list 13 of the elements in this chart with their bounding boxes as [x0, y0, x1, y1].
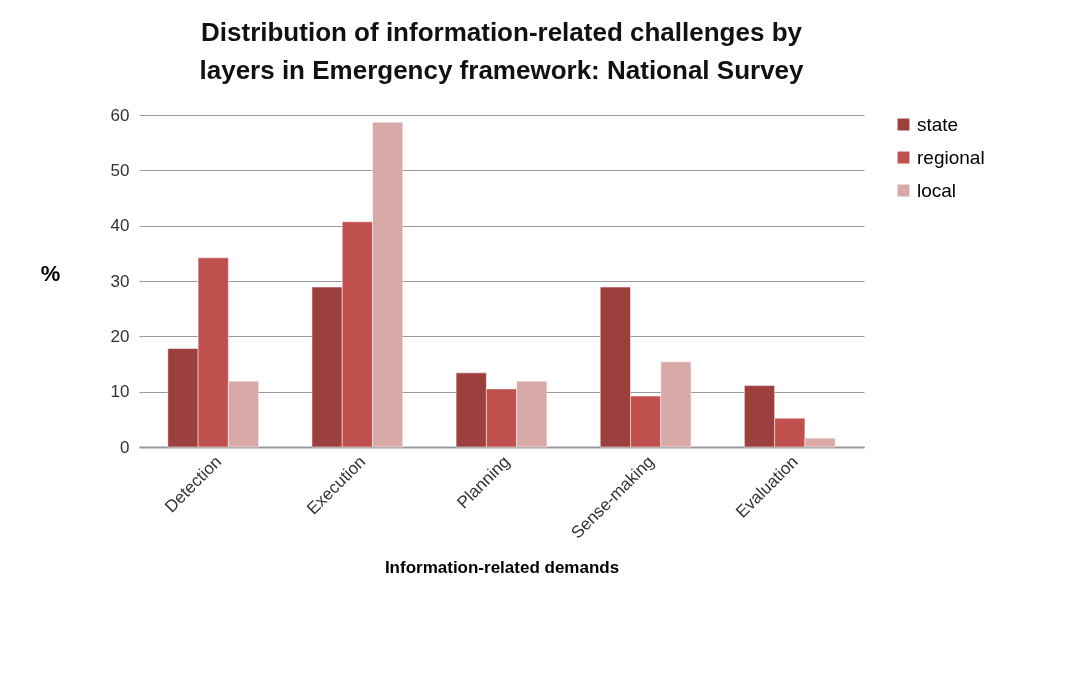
legend-label: state	[917, 113, 959, 135]
y-tick-label: 40	[110, 216, 130, 236]
y-tick-label: 10	[110, 382, 130, 402]
y-tick-label: 30	[110, 271, 130, 291]
y-axis-title: %	[40, 260, 61, 286]
x-axis-title: Information-related demands	[384, 557, 620, 577]
y-tick-label: 20	[110, 326, 130, 346]
y-tick-label: 0	[120, 437, 130, 457]
legend-label: local	[917, 179, 957, 201]
legend-label: regional	[917, 146, 985, 168]
y-tick-label: 60	[110, 105, 130, 125]
chart-title: Distribution of information-related challenges by layers in Emergency framework: National Survey	[199, 17, 805, 85]
y-tick-label: 50	[110, 160, 130, 180]
